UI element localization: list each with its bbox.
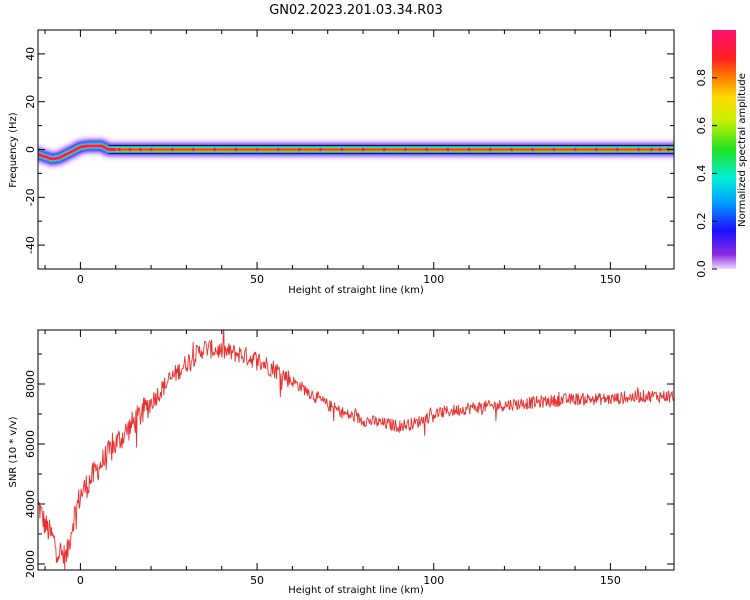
colorbar-tick-label: 0.0 [695,260,708,278]
colorbar-tick-label: 0.6 [695,117,708,135]
spectrogram-peak [149,147,153,152]
snr-panel: 0 50 100 150 2000 4000 6000 8000 Height of stra… [8,329,675,596]
spectrogram-peak [276,147,280,152]
figure-title: GN02.2023.201.03.34.R03 [269,3,443,18]
spectrogram-heat [38,135,674,170]
spectrogram-ticks: 0 50 100 150 -40 -20 0 20 40 [24,29,674,286]
spectrogram-xtick-label: 100 [423,273,444,286]
spectrogram-ytick-label: 0 [24,146,37,153]
snr-ylabel: SNR (10 * v/v) [8,416,19,487]
snr-ytick-label: 2000 [24,550,37,578]
spectrogram-peak [637,147,641,152]
spectrogram-ytick-label: -20 [24,188,37,206]
snr-series [38,330,674,570]
spectrogram-peak [138,147,143,152]
spectrogram-peak [658,147,662,152]
snr-ytick-label: 4000 [24,490,37,518]
spectrogram-peak [446,147,450,152]
spectrogram-peak [467,147,471,152]
spectrogram-peak [594,147,598,152]
spectrogram-frame [37,29,675,270]
spectrogram-xtick-label: 50 [250,273,264,286]
spectrogram-ylabel: Frequency (Hz) [8,112,19,188]
snr-frame [37,329,675,571]
spectrogram-peak [403,147,408,152]
spectrogram-peak [573,147,577,152]
spectrogram-peak [128,147,132,152]
spectrogram-peak [191,147,196,152]
snr-xtick-label: 100 [423,574,444,587]
spectrogram-peak [382,147,386,152]
spectrogram-peak [531,147,535,152]
colorbar-label: Normalized spectral amplitude [737,73,748,227]
spectrogram-peak [488,147,492,152]
spectrogram-xtick-label: 150 [600,273,621,286]
spectrogram-peak [170,147,174,152]
spectrogram-peak [112,147,116,152]
snr-xtick-label: 0 [77,574,84,587]
snr-ticks: 0 50 100 150 2000 4000 6000 8000 [24,330,674,587]
colorbar-tick-label: 0.4 [695,165,708,183]
spectrogram-peak [255,147,259,152]
spectrogram-peak [509,147,514,152]
spectrogram-peak [425,147,429,152]
colorbar-tick-label: 0.2 [695,212,708,230]
spectrogram-panel: 0 50 100 150 -40 -20 0 20 40 Height of straight … [8,29,675,296]
spectrogram-ytick-label: -40 [24,236,37,254]
snr-xtick-label: 50 [250,574,264,587]
spectrogram-peak [340,147,344,152]
spectrogram-ytick-label: 40 [24,47,37,61]
spectrogram-peak [649,147,653,152]
snr-plot-area [38,330,674,570]
spectrogram-peak [361,147,365,152]
spectrogram-ytick-label: 20 [24,95,37,109]
spectrogram-peak [552,147,556,152]
spectrogram-peak [319,147,323,152]
snr-ytick-label: 6000 [24,430,37,458]
spectrogram-peak [117,147,121,152]
spectrogram-xlabel: Height of straight line (km) [288,285,424,296]
colorbar-gradient [712,30,736,269]
spectrogram-peak [615,147,620,152]
snr-ytick-label: 8000 [24,370,37,398]
snr-xtick-label: 150 [600,574,621,587]
colorbar-ticks: 0.0 0.2 0.4 0.6 0.8 [695,69,717,278]
colorbar-tick-label: 0.8 [695,69,708,87]
spectrogram-peak [213,147,217,152]
snr-xlabel: Height of straight line (km) [288,585,424,596]
snr-line [38,330,674,570]
spectrogram-xtick-label: 0 [77,273,84,286]
colorbar: 0.0 0.2 0.4 0.6 0.8 Normalized spectral ampl… [695,30,748,278]
spectrogram-peak [297,147,302,152]
spectrogram-peak [234,147,238,152]
